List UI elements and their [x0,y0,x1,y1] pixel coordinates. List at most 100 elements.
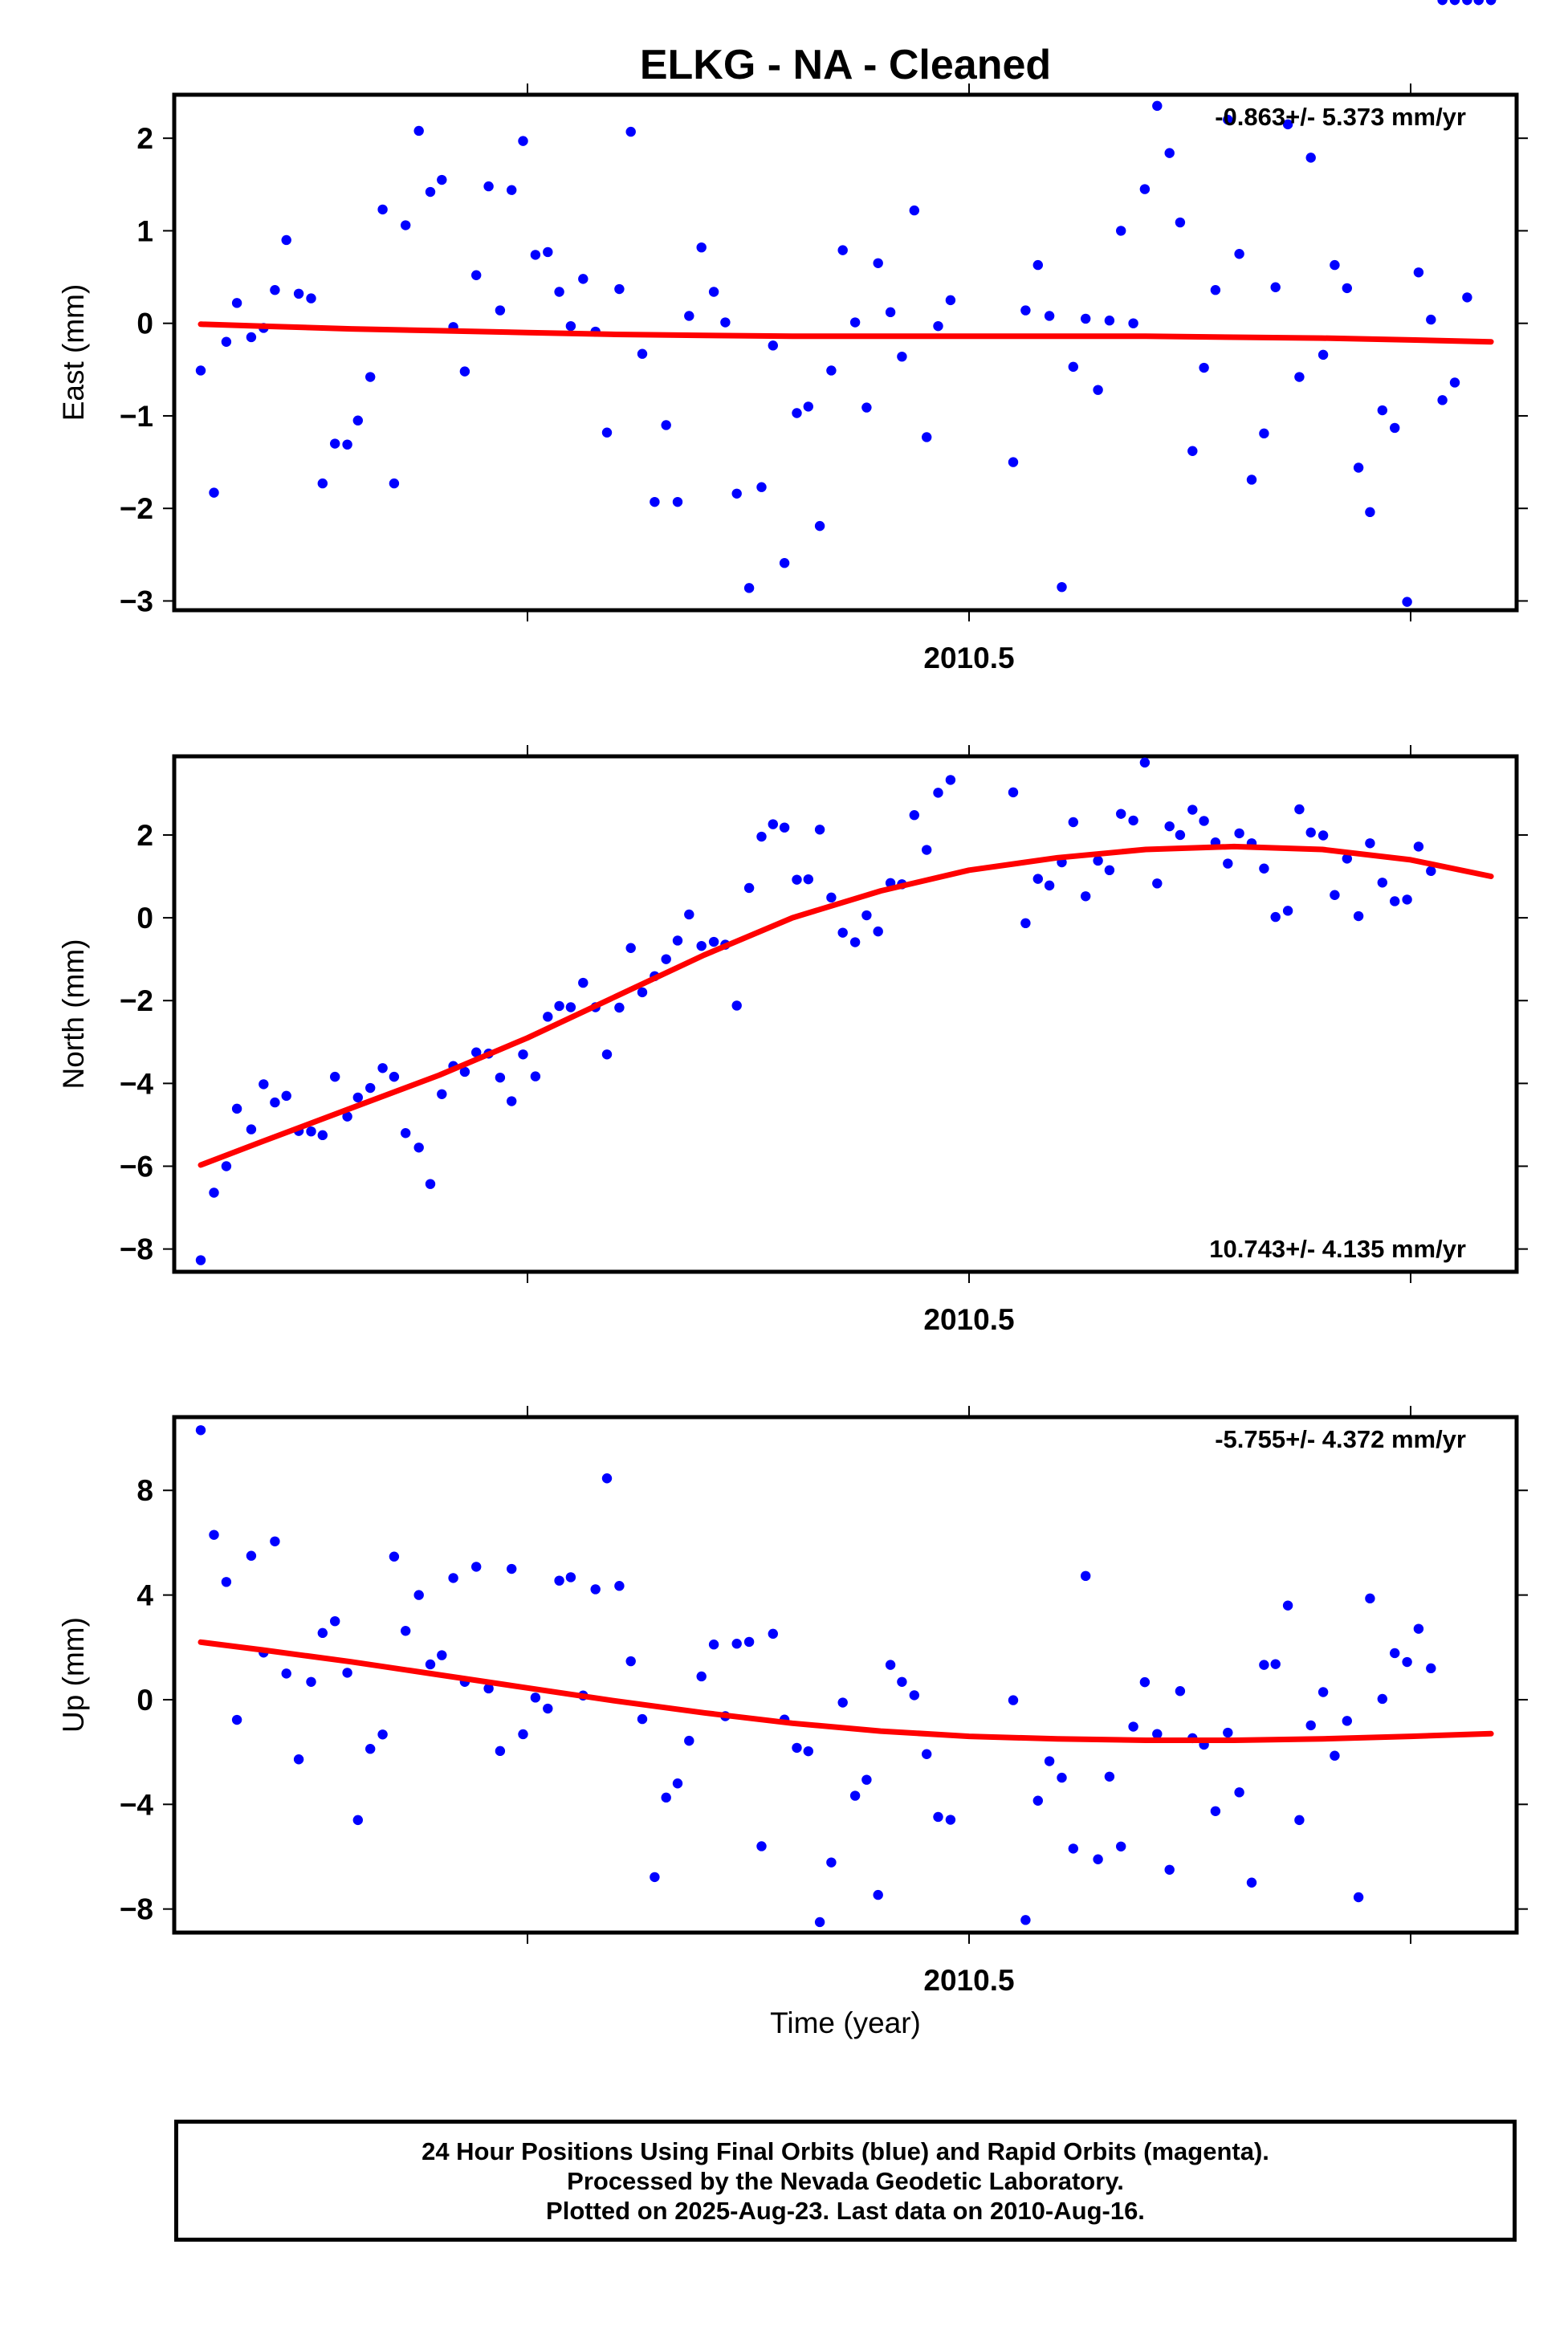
up-data-point [909,1690,920,1701]
up-data-point [945,1815,956,1825]
up-data-point [1175,1686,1186,1697]
north-data-point [1402,894,1412,905]
east-data-point [637,348,648,359]
up-data-point [365,1744,376,1754]
north-data-point [826,892,837,903]
up-data-point [221,1577,232,1587]
up-data-point [246,1550,257,1561]
east-data-point [483,181,494,192]
north-data-point [270,1097,280,1108]
up-data-point [507,1563,517,1574]
up-y-tick-label: 0 [136,1684,153,1717]
up-data-point [1044,1756,1055,1766]
up-x-tick-label: 2010.5 [923,1964,1014,1997]
north-data-point [1390,896,1400,906]
north-data-point [330,1071,340,1082]
up-data-point [873,1889,883,1900]
up-data-point [614,1580,625,1591]
north-data-point [1270,911,1281,923]
east-data-point [471,270,482,280]
figure-title: ELKG - NA - Cleaned [640,42,1051,88]
east-data-point [1365,507,1375,518]
east-data-point [1246,475,1257,485]
east-fit-curve [198,321,1494,345]
north-data-point [389,1071,400,1082]
up-data-point [317,1627,328,1639]
up-rate-label: -5.755+/- 4.372 mm/yr [1215,1425,1466,1453]
east-data-point [1032,259,1044,271]
north-data-point [837,927,848,938]
east-data-point [1342,283,1353,294]
up-y-axis-label: Up (mm) [57,1617,90,1733]
east-data-point [209,487,219,498]
east-data-point [507,185,517,195]
north-data-point [401,1128,411,1139]
east-data-point [293,288,304,299]
up-data-point [672,1778,683,1789]
east-data-point [413,125,424,136]
east-y-tick-label: −2 [120,492,153,525]
north-data-point [554,1000,564,1012]
north-data-point [1199,816,1209,826]
up-data-point [837,1697,848,1708]
east-data-point [731,488,742,499]
up-data-point [425,1659,436,1670]
up-data-point [565,1572,576,1583]
up-data-point [1223,1727,1233,1738]
north-data-point [1353,910,1364,922]
up-data-point [731,1639,742,1649]
east-y-tick-label: 1 [136,214,153,247]
up-y-tick-label: 8 [136,1474,153,1507]
north-data-point [1365,838,1375,849]
up-data-point [1081,1570,1091,1582]
up-data-point [389,1551,400,1562]
north-data-point [661,954,671,964]
east-rate-label: -0.863+/- 5.373 mm/yr [1215,103,1466,131]
east-data-point [352,415,363,426]
north-data-point [933,788,943,798]
north-data-point [849,937,861,947]
up-data-point [270,1536,280,1546]
up-data-point [1365,1593,1375,1604]
east-panel: 2 1 0 −1 −2 −3 2010.5 East (mm) -0.863+/- 5.373 … [57,0,1528,674]
east-data-point [885,307,896,318]
chart-panels: 2 1 0 −1 −2 −3 2010.5 East (mm) -0.863+/- 5.373 … [57,0,1528,1997]
up-data-point [495,1745,506,1757]
north-data-point [814,825,825,835]
up-data-point [1246,1877,1257,1888]
up-data-point [1093,1854,1103,1864]
up-data-point [195,1425,206,1436]
north-data-point [1116,809,1126,819]
north-data-point [1234,828,1244,839]
east-data-point [1462,292,1472,303]
north-data-point [909,810,920,821]
east-data-point [1270,282,1281,292]
east-data-point [231,298,242,308]
north-y-tick-label: 2 [136,819,153,852]
east-data-point [814,520,825,532]
east-data-point [945,295,956,306]
east-data-point [1175,217,1186,228]
east-y-tick-label: 0 [136,308,153,340]
up-data-point [1270,1659,1281,1669]
up-data-point [1462,0,1472,6]
east-data-point [342,439,352,450]
north-data-point [437,1089,447,1099]
east-data-point [1210,284,1221,295]
north-data-point [1377,878,1388,888]
north-y-tick-label: −6 [120,1151,153,1183]
east-data-point [708,287,719,297]
up-data-point [743,1636,755,1648]
east-data-point [1152,100,1163,112]
north-data-point [1068,817,1079,828]
up-data-point [922,1749,932,1759]
east-data-point [1294,372,1305,382]
up-data-point [756,1841,767,1851]
east-data-point [401,220,411,230]
up-data-point [1437,0,1448,6]
up-data-point [1342,1716,1353,1726]
east-data-point [1413,267,1424,278]
east-data-point [696,242,707,253]
up-data-point [897,1676,907,1687]
north-data-point [352,1092,363,1103]
